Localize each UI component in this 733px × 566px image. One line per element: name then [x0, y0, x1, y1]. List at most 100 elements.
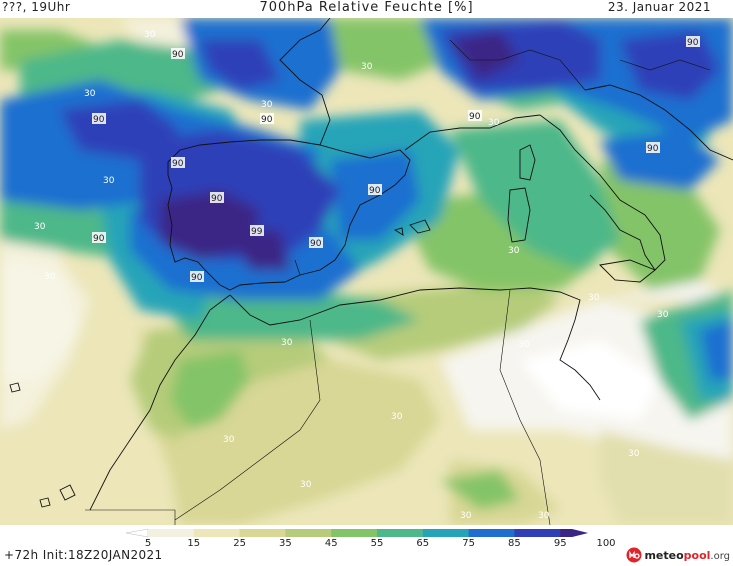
humidity-field: 30 90 30 30 30 90 90 90 30 90 90 90 30 9… [0, 18, 733, 525]
svg-text:30: 30 [518, 340, 530, 350]
contour-labels: 30 90 30 30 30 90 90 90 30 90 90 90 30 9… [34, 30, 700, 521]
contour-label-90: 90 [468, 110, 482, 122]
colorbar-tick-label: 75 [462, 538, 475, 547]
colorbar-tick-label: 35 [279, 538, 292, 547]
svg-text:90: 90 [261, 115, 273, 125]
contour-label-30: 30 [261, 100, 273, 110]
svg-text:30: 30 [84, 89, 96, 99]
colorbar-swatch [422, 529, 470, 537]
colorbar-right-arrow [560, 529, 589, 537]
svg-text:30: 30 [223, 435, 235, 445]
svg-text:30: 30 [538, 511, 550, 521]
humidity-map: 30 90 30 30 30 90 90 90 30 90 90 90 30 9… [0, 18, 733, 525]
colorbar-tick-label: 5 [145, 538, 151, 547]
colorbar-tick-label: 25 [233, 538, 246, 547]
svg-text:30: 30 [261, 100, 273, 110]
contour-label-90: 90 [686, 36, 700, 48]
contour-label-90: 90 [368, 184, 382, 196]
colorbar-swatch [239, 529, 286, 537]
colorbar-swatch [193, 529, 241, 537]
colorbar-tick-label: 100 [596, 538, 615, 547]
contour-label-30: 30 [518, 340, 530, 350]
svg-text:90: 90 [647, 144, 659, 154]
colorbar-tick-label: 85 [508, 538, 521, 547]
svg-text:99: 99 [251, 227, 263, 237]
colorbar-tick-label: 45 [325, 538, 338, 547]
contour-label-99: 99 [250, 225, 264, 237]
colorbar-swatch [468, 529, 515, 537]
valid-date-label: 23. Januar 2021 [607, 0, 711, 14]
svg-text:90: 90 [191, 273, 203, 283]
contour-label-90: 90 [190, 271, 204, 283]
colorbar-swatch [377, 529, 424, 537]
svg-text:30: 30 [588, 293, 600, 303]
svg-text:30: 30 [281, 338, 293, 348]
map-header: ???, 19Uhr 700hPa Relative Feuchte [%] 2… [0, 0, 733, 18]
colorbar-tick-label: 55 [371, 538, 384, 547]
contour-label-30: 30 [300, 480, 312, 490]
map-title: 700hPa Relative Feuchte [%] [259, 0, 474, 15]
contour-label-30: 30 [657, 310, 669, 320]
contour-label-30: 30 [84, 89, 96, 99]
colorbar-swatch [285, 529, 332, 537]
svg-text:90: 90 [369, 186, 381, 196]
colorbar-left-arrow [125, 528, 149, 538]
contour-label-30: 30 [223, 435, 235, 445]
map-footer: 5 15 25 35 45 55 65 75 85 95 100 +72h Init:18Z20JA… [0, 525, 733, 566]
colorbar-tick-label: 15 [187, 538, 200, 547]
contour-label-90: 90 [171, 157, 185, 169]
contour-label-90: 90 [260, 113, 274, 125]
svg-text:30: 30 [44, 272, 56, 282]
svg-text:90: 90 [211, 194, 223, 204]
svg-text:90: 90 [93, 234, 105, 244]
svg-text:30: 30 [488, 118, 500, 128]
colorbar-swatch [331, 529, 378, 537]
contour-label-30: 30 [391, 412, 403, 422]
svg-text:30: 30 [103, 176, 115, 186]
contour-label-90: 90 [92, 113, 106, 125]
init-time-label: +72h Init:18Z20JAN2021 [4, 548, 163, 562]
svg-text:90: 90 [687, 38, 699, 48]
colorbar-ticks: 5 15 25 35 45 55 65 75 85 95 100 [145, 538, 616, 547]
svg-text:90: 90 [310, 239, 322, 249]
contour-label-90: 90 [646, 142, 660, 154]
contour-label-30: 30 [281, 338, 293, 348]
contour-label-30: 30 [460, 511, 472, 521]
contour-label-30: 30 [361, 62, 373, 72]
svg-text:30: 30 [361, 62, 373, 72]
colorbar-swatches [125, 528, 589, 538]
svg-text:30: 30 [34, 222, 46, 232]
colorbar-tick-label: 65 [416, 538, 429, 547]
coastline-layer [9, 18, 733, 525]
forecast-time-label: ???, 19Uhr [2, 0, 71, 14]
contour-label-30: 30 [103, 176, 115, 186]
contour-label-30: 30 [588, 293, 600, 303]
contour-label-30: 30 [44, 272, 56, 282]
svg-text:30: 30 [628, 449, 640, 459]
svg-text:90: 90 [93, 115, 105, 125]
svg-text:30: 30 [508, 246, 520, 256]
contour-label-90: 90 [92, 232, 106, 244]
contour-label-90: 90 [309, 237, 323, 249]
contour-label-30: 30 [508, 246, 520, 256]
colorbar-swatch [148, 529, 195, 537]
contour-label-30: 30 [144, 30, 156, 40]
contour-label-30: 30 [628, 449, 640, 459]
svg-text:90: 90 [172, 50, 184, 60]
svg-text:30: 30 [460, 511, 472, 521]
contour-label-90: 90 [171, 48, 185, 60]
contour-label-90: 90 [210, 192, 224, 204]
svg-text:90: 90 [469, 112, 481, 122]
meteopool-logo-icon [626, 547, 642, 563]
meteopool-logo: meteopool.org [626, 547, 730, 563]
meteopool-logo-text: meteopool.org [644, 548, 730, 562]
svg-text:30: 30 [657, 310, 669, 320]
svg-text:30: 30 [391, 412, 403, 422]
svg-text:30: 30 [300, 480, 312, 490]
colorbar-swatch [514, 529, 561, 537]
svg-text:30: 30 [144, 30, 156, 40]
contour-label-30: 30 [538, 511, 550, 521]
svg-text:90: 90 [172, 159, 184, 169]
colorbar: 5 15 25 35 45 55 65 75 85 95 100 [125, 528, 616, 547]
contour-label-30: 30 [488, 118, 500, 128]
